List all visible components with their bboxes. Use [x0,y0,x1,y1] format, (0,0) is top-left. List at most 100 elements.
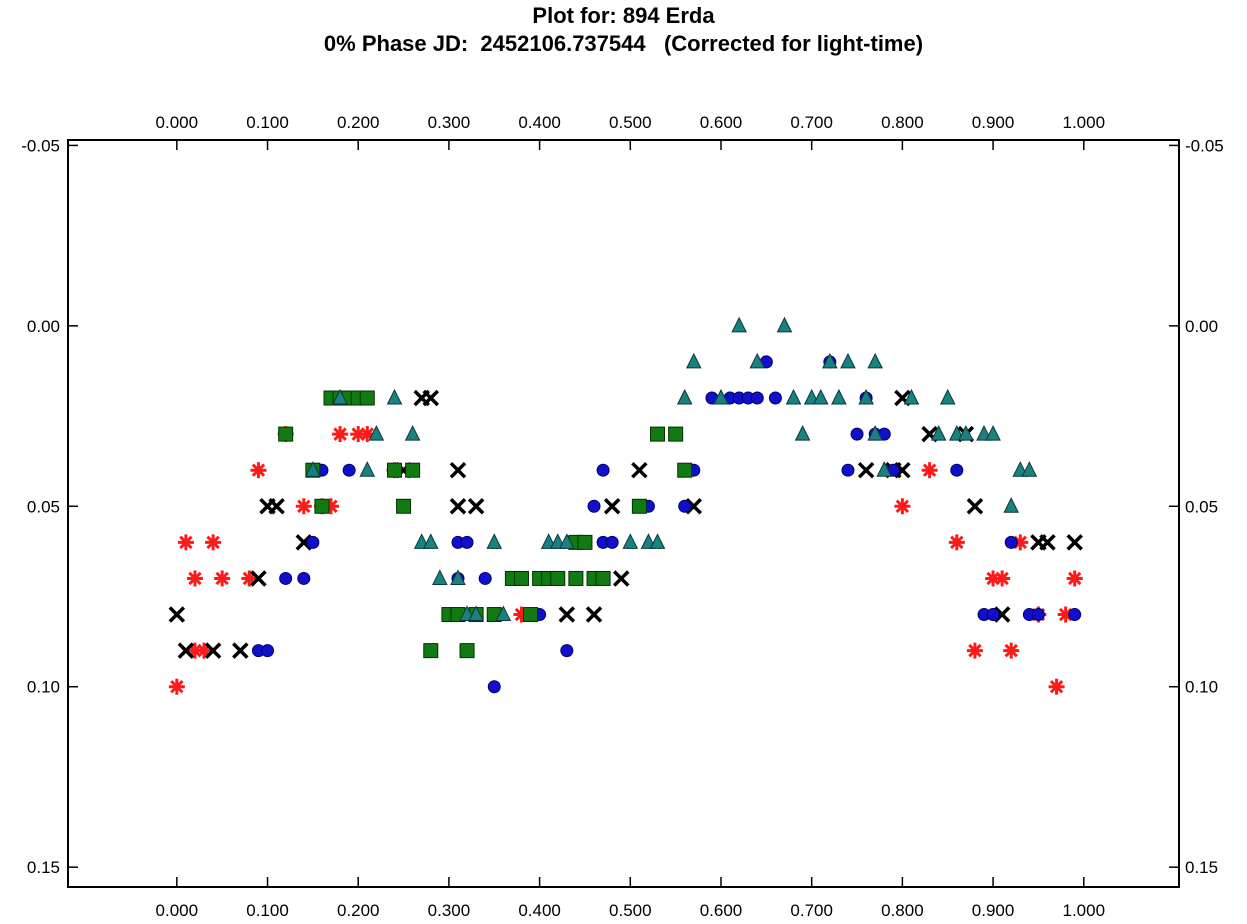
data-point-circle [678,499,692,513]
data-point-x [857,461,875,479]
data-point-triangle [930,424,947,441]
data-point-triangle [903,388,920,405]
marker-square [278,426,294,442]
marker-circle [750,391,764,405]
marker-circle [596,463,610,477]
marker-circle [605,535,619,549]
marker-asterisk-stroke [1058,607,1073,622]
data-point-square [568,570,584,586]
chart-subtitle: 0% Phase JD: 2452106.737544 (Corrected f… [323,31,924,56]
x-tick-label-bottom: 0.900 [972,901,1015,920]
marker-triangle [386,388,403,405]
data-point-triangle [794,424,811,441]
data-point-asterisk [168,678,185,695]
marker-x-stroke [612,570,630,587]
marker-triangle [831,388,847,405]
y-tick-label-right: 0.05 [1185,497,1218,516]
y-tick-label-left: -0.05 [21,136,60,155]
data-point-triangle [867,352,883,369]
data-point-square [513,570,529,586]
data-point-circle [342,463,356,477]
marker-square [668,426,684,442]
marker-asterisk-stroke [251,463,266,477]
data-point-triangle [812,388,829,405]
marker-triangle [1021,461,1038,477]
data-point-circle [605,535,619,549]
x-tick-label-bottom: 0.300 [428,901,471,920]
marker-triangle [867,352,883,369]
marker-x-stroke [1039,534,1056,551]
marker-square [405,462,421,478]
data-point-circle [950,463,964,477]
chart-title: Plot for: 894 Erda [532,3,715,28]
data-point-square [423,643,439,659]
data-point-triangle [840,352,856,369]
marker-square [314,498,330,514]
marker-circle [261,644,275,658]
data-point-circle [306,535,320,549]
data-point-square [631,498,647,514]
data-point-asterisk [921,462,938,479]
marker-triangle [676,388,693,405]
marker-circle [460,535,474,549]
x-tick-label-top: 1.000 [1062,113,1105,132]
data-point-triangle [1021,461,1038,477]
data-point-asterisk [186,570,203,587]
marker-x-stroke [422,389,440,407]
x-tick-label-top: 0.800 [881,113,924,132]
data-point-asterisk [994,570,1011,587]
marker-circle [297,571,311,585]
marker-asterisk-stroke [1067,571,1082,586]
data-point-x [250,570,267,587]
data-point-asterisk [1012,534,1029,551]
marker-triangle [731,316,747,333]
marker-x-stroke [558,606,576,623]
x-tick-label-bottom: 0.700 [790,901,833,920]
marker-square [650,426,666,442]
data-point-triangle [486,533,503,549]
data-point-asterisk [1048,678,1065,695]
data-point-triangle [831,388,847,405]
data-point-square [396,498,412,514]
marker-asterisk-stroke [1004,643,1018,658]
marker-triangle [1003,497,1020,513]
data-point-asterisk [295,498,312,515]
x-tick-label-top: 0.600 [700,113,743,132]
data-point-triangle [386,388,403,405]
marker-triangle [867,424,883,441]
data-point-triangle [649,533,666,549]
data-point-x [232,642,249,659]
data-point-circle [1004,535,1018,549]
data-point-x [268,498,285,515]
data-point-square [650,426,666,442]
marker-triangle [422,533,439,549]
data-point-asterisk [1066,570,1083,587]
marker-x-stroke [857,461,875,479]
marker-square [523,607,539,623]
y-tick-label-right: 0.15 [1185,858,1218,877]
data-point-square [459,643,475,659]
marker-asterisk-stroke [950,535,964,550]
marker-triangle [858,388,874,405]
data-point-circle [587,499,601,513]
marker-square [550,570,566,586]
data-point-circle [1031,608,1045,622]
data-point-x [449,498,467,515]
x-tick-label-bottom: 0.500 [609,901,652,920]
marker-asterisk-stroke [1013,535,1028,550]
data-point-asterisk [966,642,983,659]
marker-x-stroke [204,642,222,659]
x-tick-label-bottom: 0.800 [881,901,924,920]
data-point-circle [750,391,764,405]
x-tick-label-bottom: 1.000 [1062,901,1105,920]
data-point-square [386,462,402,478]
marker-circle [850,427,864,441]
x-tick-label-bottom: 0.100 [246,901,289,920]
x-tick-label-top: 0.200 [337,113,380,132]
data-point-triangle [876,461,893,477]
data-point-triangle [359,461,376,477]
marker-triangle [785,388,802,405]
data-point-asterisk [205,534,222,551]
marker-triangle [903,388,920,405]
